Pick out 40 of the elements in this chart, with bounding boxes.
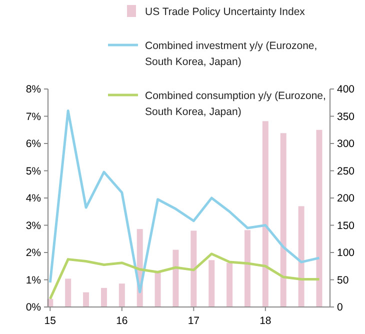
y-tick-label: 4% [26, 192, 41, 205]
line-series [48, 252, 320, 300]
y-tick-label: 2% [26, 247, 41, 260]
bar [118, 284, 125, 307]
x-tick-label: 16 [116, 315, 128, 327]
y-tick-label: 8% [26, 84, 41, 96]
bar [172, 250, 179, 307]
bar [226, 262, 233, 307]
bar [65, 278, 72, 307]
y2-tick-label: 350 [337, 110, 355, 123]
y2-tick-label: 250 [337, 165, 355, 178]
bar [100, 288, 107, 307]
bar [244, 230, 250, 307]
bar [208, 260, 215, 307]
bar [262, 121, 268, 307]
y2-tick-label: 100 [337, 247, 355, 260]
x-tick-label: 17 [188, 315, 200, 327]
bar [298, 206, 304, 307]
bar [190, 230, 197, 307]
bar [316, 130, 322, 307]
bar [154, 272, 161, 307]
y-tick-label: 7% [26, 110, 41, 123]
y2-tick-label: 0 [337, 302, 343, 314]
y-tick-label: 6% [26, 138, 41, 150]
y-tick-label: 5% [26, 165, 41, 178]
bar [83, 292, 90, 307]
legend-label: US Trade Policy Uncertainty Index [145, 6, 306, 18]
y2-tick-label: 150 [337, 220, 355, 232]
x-tick-label: 18 [260, 315, 272, 327]
y2-tick-label: 300 [337, 138, 355, 150]
y-tick-label: 3% [26, 220, 41, 232]
y2-tick-label: 50 [337, 274, 349, 286]
bar [280, 133, 286, 307]
y2-tick-label: 200 [337, 192, 355, 205]
x-tick-label: 15 [44, 315, 56, 327]
legend-label: Combined consumption y/y (Eurozone, South Korea, Japan) [145, 90, 326, 118]
y-tick-label: 0% [26, 302, 41, 314]
y2-tick-label: 400 [337, 84, 355, 96]
legend-label: Combined investment y/y (Eurozone, South Korea, Japan) [145, 40, 318, 68]
y-tick-label: 1% [26, 274, 41, 286]
